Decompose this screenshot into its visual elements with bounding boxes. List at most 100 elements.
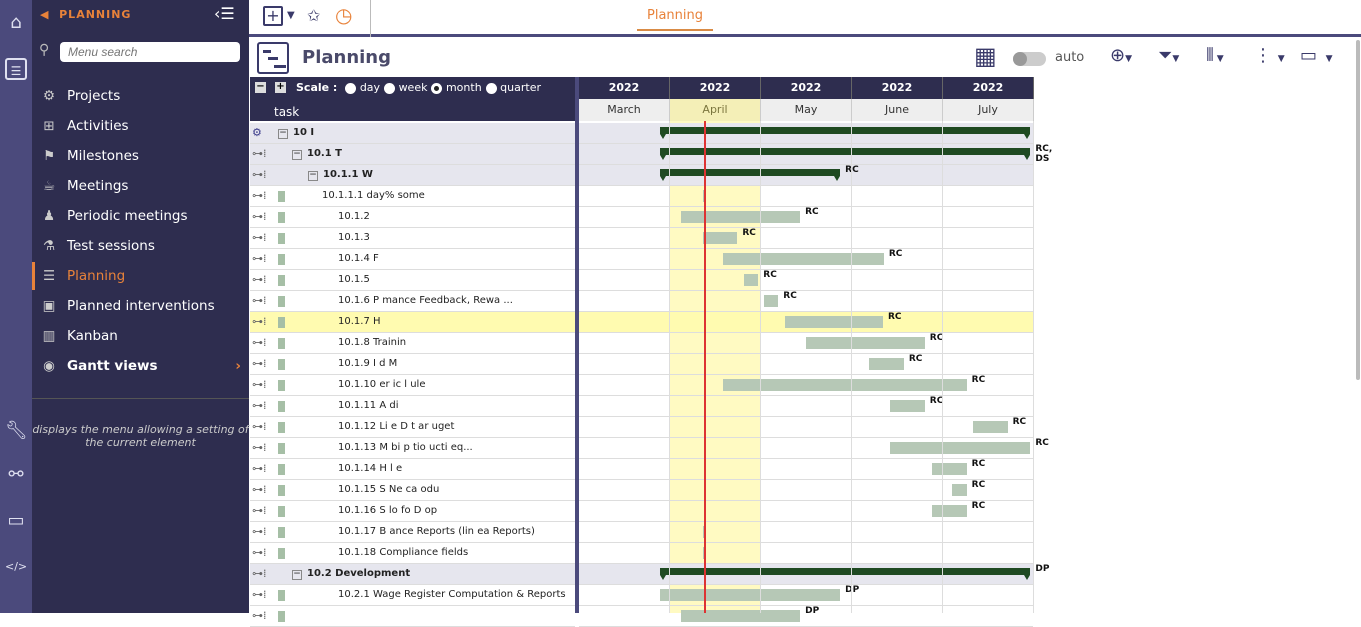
scale-option-quarter[interactable]: quarter xyxy=(482,81,541,94)
code-icon[interactable]: </> xyxy=(5,560,28,573)
scale-option-month[interactable]: month xyxy=(427,81,482,94)
task-column-header[interactable]: task xyxy=(250,99,575,121)
radio-icon[interactable] xyxy=(485,82,497,94)
wbs-tree-icon[interactable]: ⊶⁞ xyxy=(252,315,267,328)
task-row[interactable]: ⊶⁞ 10.2.1 Wage Register Computation & Rep… xyxy=(250,585,575,606)
sidebar-item-milestones[interactable]: ⚑ Milestones xyxy=(32,142,249,170)
wbs-tree-icon[interactable]: ⊶⁞ xyxy=(252,168,267,181)
task-row[interactable]: ⊶⁞ 10.1.17 B ance Reports (lin ea Reports… xyxy=(250,522,575,543)
gear-icon[interactable]: ⚙ xyxy=(252,126,262,139)
wrench-icon[interactable]: 🔧︎ xyxy=(5,420,28,441)
panel-splitter[interactable] xyxy=(575,77,579,613)
sidebar-item-activities[interactable]: ⊞ Activities xyxy=(32,112,249,140)
wbs-tree-icon[interactable]: ⊶⁞ xyxy=(252,588,267,601)
filter-icon[interactable]: ⏷▼ xyxy=(1158,45,1180,66)
task-row[interactable]: ⊶⁞ 10.1.10 er ic l ule xyxy=(250,375,575,396)
summary-bar[interactable] xyxy=(659,169,841,181)
wbs-tree-icon[interactable]: ⊶⁞ xyxy=(252,210,267,223)
bookmark-star-icon[interactable]: ✩ xyxy=(307,6,321,25)
task-bar[interactable] xyxy=(680,211,801,223)
wbs-tree-icon[interactable]: ⊶⁞ xyxy=(252,147,267,160)
radio-icon[interactable] xyxy=(384,82,396,94)
wbs-tree-icon[interactable]: ⊶⁞ xyxy=(252,357,267,370)
task-row[interactable]: ⚙ −10 I xyxy=(250,123,575,144)
task-bar[interactable] xyxy=(680,610,801,622)
task-row[interactable]: ⊶⁞ −10.1.1 W xyxy=(250,165,575,186)
task-row[interactable]: ⊶⁞ 10.1.16 S lo fo D op xyxy=(250,501,575,522)
wbs-tree-icon[interactable]: ⊶⁞ xyxy=(252,378,267,391)
wbs-tree-icon[interactable]: ⊶⁞ xyxy=(252,504,267,517)
task-row[interactable]: ⊶⁞ 10.1.4 F xyxy=(250,249,575,270)
collapse-all-button[interactable]: − xyxy=(255,81,266,93)
summary-bar[interactable] xyxy=(659,148,1031,160)
wbs-tree-icon[interactable]: ⊶⁞ xyxy=(252,420,267,433)
task-bar[interactable] xyxy=(722,379,967,391)
task-bar[interactable] xyxy=(702,232,738,244)
task-row[interactable]: ⊶⁞ 10.1.18 Compliance fields xyxy=(250,543,575,564)
wbs-tree-icon[interactable]: ⊶⁞ xyxy=(252,546,267,559)
task-bar[interactable] xyxy=(763,295,779,307)
task-row[interactable]: ⊶⁞ 10.1.2 xyxy=(250,207,575,228)
summary-bar[interactable] xyxy=(659,127,1031,139)
task-row[interactable]: ⊶⁞ 10.1.9 I d M xyxy=(250,354,575,375)
sidebar-item-planned-interventions[interactable]: ▣ Planned interventions xyxy=(32,292,249,320)
summary-bar[interactable] xyxy=(659,568,1031,580)
task-row[interactable]: ⊶⁞ 10.1.6 P mance Feedback, Rewa ... xyxy=(250,291,575,312)
wbs-tree-icon[interactable]: ⊶⁞ xyxy=(252,231,267,244)
vertical-scrollbar[interactable] xyxy=(1356,40,1360,380)
link-icon[interactable]: ⚯ xyxy=(8,464,24,485)
task-bar[interactable] xyxy=(932,463,967,475)
wbs-tree-icon[interactable]: ⊶⁞ xyxy=(252,189,267,202)
collapse-menu-icon[interactable]: ‹☰ xyxy=(214,4,235,23)
planning-icon[interactable]: ☰ xyxy=(5,58,27,80)
task-bar[interactable] xyxy=(743,274,759,286)
task-row[interactable]: ⊶⁞ −10.1 T xyxy=(250,144,575,165)
task-bar[interactable] xyxy=(890,400,925,412)
home-icon[interactable]: ⌂ xyxy=(10,12,22,33)
wbs-tree-icon[interactable]: ⊶⁞ xyxy=(252,462,267,475)
add-icon[interactable]: + xyxy=(263,6,283,26)
wbs-tree-icon[interactable]: ⊶⁞ xyxy=(252,294,267,307)
collapse-icon[interactable]: − xyxy=(278,128,288,139)
radio-icon[interactable] xyxy=(431,82,443,94)
wbs-tree-icon[interactable]: ⊶⁞ xyxy=(252,525,267,538)
sidebar-item-meetings[interactable]: ☕ Meetings xyxy=(32,172,249,200)
task-row[interactable]: ⊶⁞ 10.1.3 xyxy=(250,228,575,249)
task-bar[interactable] xyxy=(659,589,841,601)
sidebar-item-gantt-views[interactable]: ◉ Gantt views › xyxy=(32,352,249,380)
wbs-tree-icon[interactable]: ⊶⁞ xyxy=(252,483,267,496)
task-row[interactable]: ⊶⁞ 10.1.13 M bi p tio ucti eq... xyxy=(250,438,575,459)
sidebar-item-planning[interactable]: ☰ Planning xyxy=(32,262,249,290)
tab-planning[interactable]: Planning xyxy=(637,8,713,31)
zoom-in-icon[interactable]: ⊕▼ xyxy=(1110,45,1133,66)
expand-all-button[interactable]: + xyxy=(275,81,286,93)
task-row[interactable]: ⊶⁞ 10.1.5 xyxy=(250,270,575,291)
sidebar-item-projects[interactable]: ⚙ Projects xyxy=(32,82,249,110)
task-bar[interactable] xyxy=(890,442,1031,454)
task-row[interactable]: ⊶⁞ xyxy=(250,606,575,627)
task-bar[interactable] xyxy=(932,505,967,517)
wbs-tree-icon[interactable]: ⊶⁞ xyxy=(252,336,267,349)
task-row[interactable]: ⊶⁞ 10.1.12 Li e D t ar uget xyxy=(250,417,575,438)
add-dropdown-caret[interactable]: ▼ xyxy=(287,10,295,21)
task-bar[interactable] xyxy=(722,253,884,265)
task-bar[interactable] xyxy=(869,358,904,370)
task-row[interactable]: ⊶⁞ −10.2 Development xyxy=(250,564,575,585)
task-bar[interactable] xyxy=(784,316,883,328)
wbs-tree-icon[interactable]: ⊶⁞ xyxy=(252,441,267,454)
calculator-icon[interactable]: ▦ xyxy=(974,42,997,70)
task-bar[interactable] xyxy=(952,484,967,496)
sidebar-item-periodic-meetings[interactable]: ♟ Periodic meetings xyxy=(32,202,249,230)
wbs-tree-icon[interactable]: ⊶⁞ xyxy=(252,399,267,412)
task-row[interactable]: ⊶⁞ 10.1.14 H l e xyxy=(250,459,575,480)
wbs-tree-icon[interactable]: ⊶⁞ xyxy=(252,252,267,265)
columns-icon[interactable]: ⦀ ▼ xyxy=(1206,45,1224,66)
task-row[interactable]: ⊶⁞ 10.1.11 A di xyxy=(250,396,575,417)
display-icon[interactable]: ▭ ▼ xyxy=(1300,45,1333,66)
collapse-icon[interactable]: − xyxy=(308,170,318,181)
task-row[interactable]: ⊶⁞ 10.1.15 S Ne ca odu xyxy=(250,480,575,501)
wbs-tree-icon[interactable]: ⊶⁞ xyxy=(252,609,267,622)
task-bar[interactable] xyxy=(973,421,1008,433)
sidebar-item-test-sessions[interactable]: ⚗ Test sessions xyxy=(32,232,249,260)
radio-icon[interactable] xyxy=(345,82,357,94)
